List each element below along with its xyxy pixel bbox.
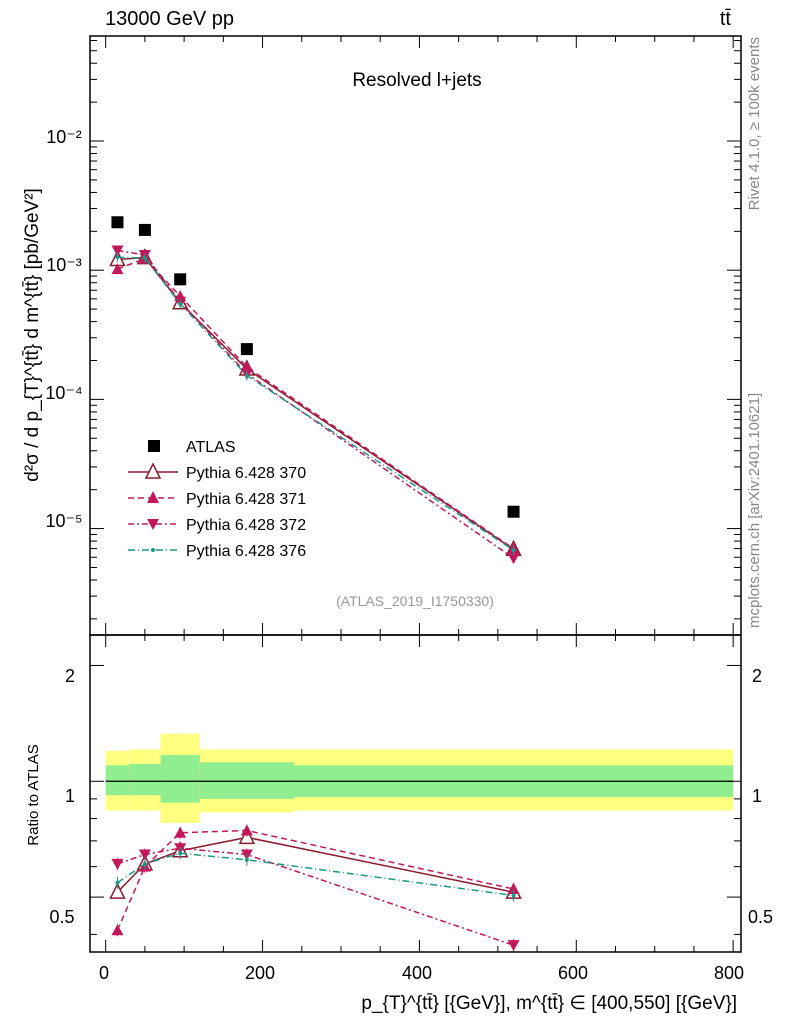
ratio-point-pythia-6-428-371 — [507, 882, 520, 894]
ratio-line-pythia-6-428-371 — [116, 829, 514, 931]
ratio-point-pythia-6-428-376 — [178, 851, 183, 856]
analysis-tag: (ATLAS_2019_I1750330) — [336, 593, 494, 609]
point-pythia-6-428-376 — [115, 255, 120, 260]
mcplots-label: mcplots.cern.ch [arXiv:2401.10621] — [746, 393, 763, 628]
ratio-frame — [89, 634, 742, 953]
ratio-band-inner — [199, 762, 294, 799]
point-pythia-6-428-376 — [142, 256, 147, 261]
ratio-ytick-label-1-right: 1 — [752, 786, 762, 806]
ratio-ytick-label-0.5: 0.5 — [49, 907, 74, 927]
ratio-line-pythia-6-428-376 — [117, 852, 514, 897]
point-atlas — [240, 343, 253, 356]
xtick-label-400: 400 — [402, 963, 432, 983]
xtick-label-600: 600 — [558, 963, 588, 983]
point-atlas — [138, 223, 151, 236]
point-atlas — [507, 505, 520, 518]
ratio-point-pythia-6-428-371 — [174, 826, 187, 838]
header-right: tt̄ — [720, 8, 732, 30]
main-panel: Resolved l+jets (ATLAS_2019_I1750330) d²… — [22, 35, 742, 952]
ratio-point-pythia-6-428-376 — [142, 861, 147, 866]
series-line-pythia-6-428-372 — [117, 249, 514, 559]
ratio-band-inner — [105, 765, 130, 796]
ratio-point-pythia-6-428-376 — [244, 857, 249, 862]
point-pythia-6-428-376 — [244, 373, 249, 378]
legend-marker-372 — [147, 519, 159, 530]
ratio-ytick-label-1: 1 — [65, 786, 75, 806]
point-atlas — [111, 216, 124, 229]
ratio-point-pythia-6-428-371 — [240, 824, 253, 836]
ratio-point-pythia-6-428-372 — [111, 858, 124, 870]
point-atlas — [174, 273, 187, 286]
legend-label-372: Pythia 6.428 372 — [186, 517, 306, 534]
xtick-label-0: 0 — [99, 963, 109, 983]
xtick-label-200: 200 — [245, 963, 275, 983]
x-axis-label: p_{T}^{tt̄} [{GeV}], m^{tt̄} ∈ [400,550]… — [361, 993, 737, 1014]
legend-marker-370 — [144, 462, 162, 479]
rivet-label: Rivet 4.1.0, ≥ 100k events — [746, 37, 763, 210]
point-pythia-6-428-376 — [178, 301, 183, 306]
ratio-point-pythia-6-428-376 — [115, 880, 120, 885]
ratio-ytick-label-0.5-right: 0.5 — [748, 907, 773, 927]
ratio-band-inner — [129, 763, 161, 796]
legend-marker-atlas — [148, 440, 160, 452]
legend: ATLAS Pythia 6.428 370 Pythia 6.428 371 … — [128, 439, 306, 560]
legend-label-371: Pythia 6.428 371 — [186, 491, 306, 508]
point-pythia-6-428-376 — [511, 548, 516, 553]
point-pythia-6-428-372 — [111, 245, 124, 257]
main-title: Resolved l+jets — [352, 70, 481, 91]
point-pythia-6-428-371 — [111, 263, 124, 275]
point-pythia-6-428-372 — [507, 553, 520, 565]
ratio-ytick-label-2-right: 2 — [752, 666, 762, 686]
legend-marker-371 — [147, 491, 159, 503]
main-ylabel: d²σ / d p_{T}^{tt̄} d m^{tt̄} [pb/GeV²] — [22, 188, 43, 482]
ratio-panel: Ratio to ATLAS 2 2 1 1 0.5 0.5 — [25, 634, 773, 953]
ytick-label-1e-5: 10⁻⁵ — [46, 511, 83, 531]
legend-label-376: Pythia 6.428 376 — [186, 543, 306, 560]
ratio-point-pythia-6-428-372 — [507, 940, 520, 952]
ratio-point-pythia-6-428-376 — [511, 893, 516, 898]
ratio-line-pythia-6-428-372 — [117, 847, 514, 946]
ratio-point-pythia-6-428-372 — [138, 849, 151, 861]
header-left: 13000 GeV pp — [105, 8, 234, 30]
ratio-band-inner — [160, 755, 200, 803]
ratio-point-pythia-6-428-371 — [111, 924, 124, 936]
xtick-label-800: 800 — [714, 963, 744, 983]
ytick-label-1e-3: 10⁻³ — [46, 255, 82, 275]
ratio-point-pythia-6-428-370 — [109, 882, 126, 899]
legend-label-370: Pythia 6.428 370 — [186, 465, 306, 482]
ratio-ytick-label-2: 2 — [65, 666, 75, 686]
legend-label-atlas: ATLAS — [186, 439, 236, 456]
ytick-label-1e-2: 10⁻² — [46, 127, 82, 147]
legend-marker-376 — [151, 548, 155, 552]
ratio-ylabel: Ratio to ATLAS — [25, 744, 42, 845]
ytick-label-1e-4: 10⁻⁴ — [45, 383, 82, 403]
